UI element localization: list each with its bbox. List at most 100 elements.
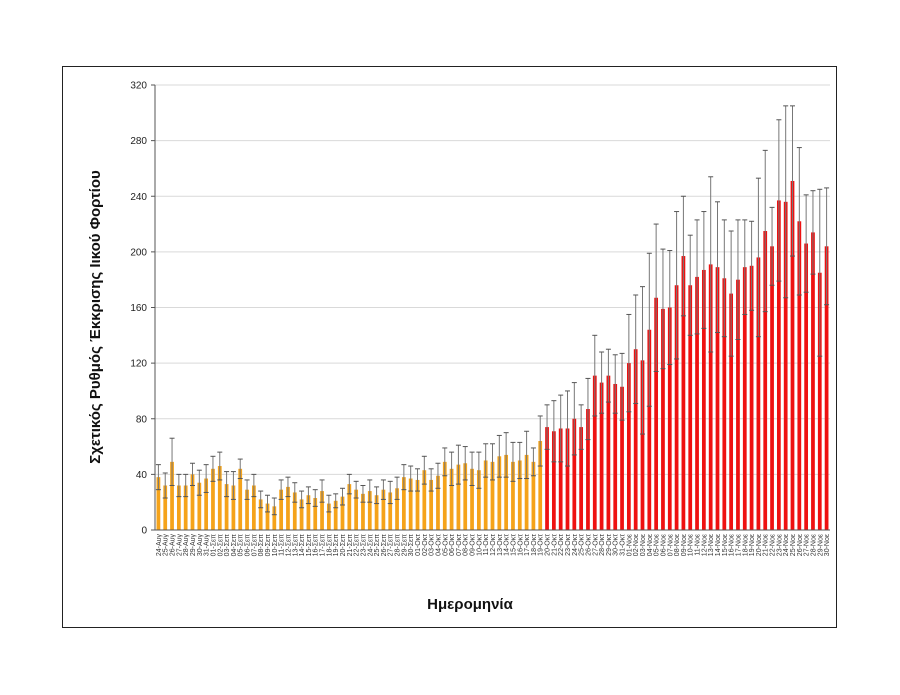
bar <box>463 463 468 530</box>
x-tick-label: 11-Οκτ <box>483 534 490 556</box>
y-tick-label: 320 <box>130 81 147 92</box>
x-tick-label: 16-Νοε <box>729 534 736 556</box>
bar <box>436 475 440 530</box>
x-tick-label: 04-Σεπ <box>231 534 238 557</box>
bar <box>783 201 788 530</box>
x-tick-label: 29-Αυγ <box>190 534 197 557</box>
x-tick-label: 27-Οκτ <box>592 534 599 556</box>
bar <box>231 485 236 530</box>
x-tick-label: 19-Σεπ <box>333 534 340 557</box>
bar <box>811 232 815 530</box>
x-tick-label: 30-Σεπ <box>408 534 415 557</box>
bar <box>661 308 665 530</box>
x-tick-label: 03-Οκτ <box>429 534 436 556</box>
x-tick-label: 18-Νοε <box>742 534 749 556</box>
x-tick-label: 27-Νοε <box>804 534 811 556</box>
x-tick-label: 21-Οκτ <box>551 534 558 556</box>
bar <box>449 468 454 530</box>
bar <box>592 375 597 530</box>
bar <box>306 495 311 530</box>
x-tick-label: 13-Σεπ <box>292 534 299 557</box>
bar <box>272 506 277 530</box>
bar <box>326 503 331 530</box>
x-tick-label: 12-Νοε <box>701 534 708 556</box>
bar <box>354 489 359 530</box>
x-tick-label: 11-Νοε <box>695 534 702 556</box>
bar <box>504 454 509 530</box>
x-tick-label: 17-Σεπ <box>320 534 327 557</box>
bar <box>756 257 761 530</box>
y-tick-label: 120 <box>130 359 147 370</box>
x-tick-label: 12-Σεπ <box>285 534 292 557</box>
bar <box>183 485 188 530</box>
x-tick-label: 17-Νοε <box>735 534 742 556</box>
bar <box>395 488 399 530</box>
x-tick-label: 28-Αυγ <box>183 534 190 557</box>
x-tick-label: 02-Σεπ <box>217 534 224 557</box>
bar <box>217 466 222 530</box>
x-tick-label: 23-Σεπ <box>360 534 367 557</box>
x-tick-label: 10-Νοε <box>688 534 695 556</box>
bar <box>476 470 481 530</box>
bar <box>320 491 324 530</box>
bar <box>551 431 556 530</box>
x-tick-label: 03-Σεπ <box>224 534 231 557</box>
y-tick-label: 80 <box>136 414 148 425</box>
bar <box>558 428 563 530</box>
bar <box>804 243 809 530</box>
x-tick-label: 07-Σεπ <box>251 534 258 557</box>
bar <box>190 474 195 530</box>
bar <box>674 285 679 530</box>
x-tick-label: 30-Οκτ <box>613 534 620 556</box>
x-tick-label: 13-Οκτ <box>497 534 504 556</box>
x-tick-label: 06-Νοε <box>660 534 667 556</box>
bar <box>763 231 768 530</box>
bar <box>776 200 781 530</box>
x-tick-label: 08-Σεπ <box>258 534 265 557</box>
bar <box>292 492 297 530</box>
x-tick-label: 22-Σεπ <box>354 534 361 557</box>
bar <box>163 485 168 530</box>
bar <box>197 482 202 530</box>
y-tick-label: 200 <box>130 247 147 258</box>
bar <box>176 485 181 530</box>
x-tick-label: 12-Οκτ <box>490 534 497 556</box>
x-tick-label: 13-Νοε <box>708 534 715 556</box>
x-tick-label: 16-Οκτ <box>517 534 524 556</box>
bar <box>626 363 631 530</box>
x-tick-label: 19-Νοε <box>749 534 756 556</box>
x-tick-label: 02-Οκτ <box>422 534 429 556</box>
x-tick-label: 08-Νοε <box>674 534 681 556</box>
bar <box>620 386 624 530</box>
y-tick-label: 0 <box>141 526 147 537</box>
bar <box>170 461 174 530</box>
x-tick-label: 24-Αυγ <box>156 534 163 557</box>
bar <box>408 478 413 530</box>
x-tick-label: 23-Νοε <box>776 534 783 556</box>
x-tick-label: 05-Σεπ <box>238 534 245 557</box>
bar <box>490 461 495 530</box>
x-tick-label: 22-Νοε <box>770 534 777 556</box>
y-tick-label: 280 <box>130 136 147 147</box>
x-tick-label: 31-Αυγ <box>204 534 211 557</box>
x-tick-label: 29-Σεπ <box>401 534 408 557</box>
bar <box>722 278 727 530</box>
x-tick-label: 25-Οκτ <box>579 534 586 556</box>
x-tick-label: 27-Αυγ <box>176 534 183 557</box>
bar <box>224 484 229 530</box>
bar <box>770 246 774 530</box>
x-tick-label: 29-Νοε <box>817 534 824 556</box>
bar <box>572 418 577 530</box>
x-tick-label: 09-Οκτ <box>470 534 477 556</box>
x-tick-label: 25-Νοε <box>790 534 797 556</box>
bar <box>381 489 386 530</box>
bar <box>347 484 352 530</box>
bar <box>524 454 529 530</box>
x-tick-label: 02-Νοε <box>633 534 640 556</box>
bar <box>258 499 263 530</box>
bar <box>538 441 543 530</box>
x-tick-label: 17-Οκτ <box>524 534 531 556</box>
bar <box>824 246 829 530</box>
bar <box>613 383 618 530</box>
x-tick-label: 20-Σεπ <box>340 534 347 557</box>
